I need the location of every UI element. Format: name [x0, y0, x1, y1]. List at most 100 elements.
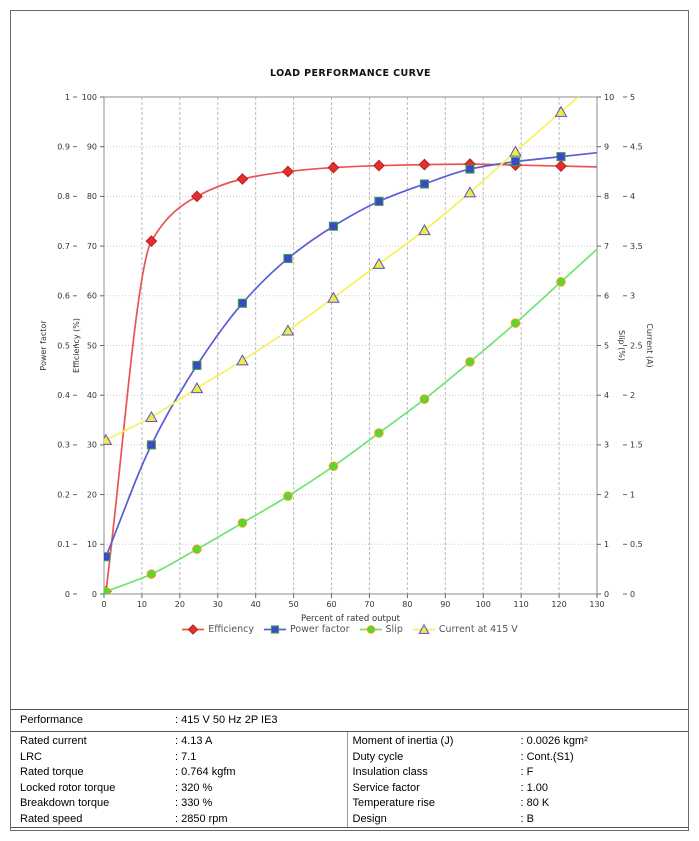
- current-axis: 0 0.5 1 1.5 2 2.5 3 3.5 4 4.5 5 Current (A): [623, 93, 654, 599]
- load-performance-chart: LOAD PERFORMANCE CURVE 0 10 20 30 40 50 60 70 80…: [0, 68, 699, 635]
- spec-label: Temperature rise: [352, 797, 436, 809]
- legend-item-efficiency: Efficiency: [181, 623, 254, 635]
- efficiency-axis-title: Efficiency (%): [72, 318, 81, 373]
- svg-text:80: 80: [87, 192, 97, 201]
- spec-label: Performance: [20, 714, 83, 726]
- spec-value: : F: [520, 766, 534, 778]
- spec-row-temperature-rise: Temperature rise : 80 K: [348, 796, 689, 812]
- spec-value: : 320 %: [175, 781, 213, 794]
- spec-label: Moment of inertia (J): [352, 735, 454, 747]
- slip-axis-title: Slip (%): [617, 330, 626, 361]
- spec-row-rated-speed: Rated speed : 2850 rpm: [11, 812, 347, 828]
- svg-text:0: 0: [101, 600, 106, 609]
- spec-value: : 2850 rpm: [175, 812, 228, 825]
- spec-row-breakdown-torque: Breakdown torque : 330 %: [11, 796, 347, 812]
- svg-text:90: 90: [87, 143, 97, 152]
- spec-row-locked-rotor-torque: Locked rotor torque : 320 %: [11, 781, 347, 797]
- spec-label: Duty cycle: [352, 750, 404, 763]
- spec-value: : 0.764 kgfm: [175, 766, 236, 778]
- svg-text:0.7: 0.7: [57, 242, 70, 251]
- legend-item-slip: Slip: [359, 623, 403, 635]
- series-current-at-415-v: [104, 97, 580, 445]
- svg-text:6: 6: [604, 292, 609, 301]
- chart-legend: Efficiency Power factor Slip Current at …: [0, 623, 699, 635]
- svg-text:30: 30: [213, 600, 223, 609]
- slip-axis: 0 1 2 3 4 5 6 7 8 9 10 Slip (%): [597, 93, 626, 599]
- svg-text:120: 120: [551, 600, 566, 609]
- gridlines: [104, 97, 597, 594]
- svg-text:5: 5: [604, 341, 609, 350]
- svg-text:3: 3: [604, 441, 609, 450]
- svg-text:0: 0: [604, 590, 609, 599]
- svg-text:1: 1: [630, 490, 635, 499]
- spec-value: : 80 K: [520, 797, 550, 809]
- x-axis-title: Percent of rated output: [301, 614, 401, 624]
- spec-label: Breakdown torque: [20, 797, 110, 809]
- chart-title: LOAD PERFORMANCE CURVE: [270, 68, 431, 79]
- efficiency-axis: 0 10 20 30 40 50 60 70 80 90 100 Efficiency (%): [72, 93, 104, 599]
- performance-spec-table: Performance : 415 V 50 Hz 2P IE3 Rated c…: [11, 709, 688, 828]
- svg-text:9: 9: [604, 143, 609, 152]
- spec-label: Rated current: [20, 735, 87, 747]
- spec-value: : 415 V 50 Hz 2P IE3: [175, 714, 278, 726]
- svg-text:80: 80: [402, 600, 412, 609]
- x-axis: 0 10 20 30 40 50 60 70 80 90 100 110 120 130 Percent o…: [101, 594, 605, 624]
- svg-text:2: 2: [604, 490, 609, 499]
- svg-text:0.5: 0.5: [57, 341, 70, 350]
- svg-text:10: 10: [604, 93, 614, 102]
- spec-row-duty-cycle: Duty cycle : Cont.(S1): [348, 750, 689, 766]
- svg-text:2: 2: [630, 391, 635, 400]
- svg-text:130: 130: [589, 600, 604, 609]
- svg-text:70: 70: [87, 242, 97, 251]
- svg-text:90: 90: [440, 600, 450, 609]
- power-factor-axis-title: Power factor: [39, 320, 48, 371]
- svg-text:20: 20: [87, 490, 97, 499]
- current-marker-icon: [412, 623, 435, 634]
- legend-label: Power factor: [289, 623, 350, 635]
- spec-label: Rated torque: [20, 766, 84, 778]
- spec-value: : 4.13 A: [175, 735, 213, 747]
- svg-text:40: 40: [251, 600, 261, 609]
- svg-text:10: 10: [87, 540, 97, 549]
- spec-row-lrc: LRC : 7.1: [11, 750, 347, 766]
- svg-text:3.5: 3.5: [630, 242, 643, 251]
- spec-row-moment-of-inertia: Moment of inertia (J) : 0.0026 kgm²: [348, 734, 689, 750]
- svg-text:4.5: 4.5: [630, 143, 643, 152]
- spec-value: : 330 %: [175, 797, 213, 809]
- svg-text:0: 0: [92, 590, 97, 599]
- series-slip: [104, 248, 597, 594]
- svg-text:4: 4: [630, 192, 635, 201]
- spec-value: : 0.0026 kgm²: [520, 735, 588, 747]
- svg-text:40: 40: [87, 391, 97, 400]
- svg-text:0.3: 0.3: [57, 441, 70, 450]
- series-power-factor: [104, 151, 597, 562]
- svg-text:0.2: 0.2: [57, 490, 70, 499]
- spec-label: Locked rotor torque: [20, 781, 116, 794]
- svg-text:10: 10: [137, 600, 147, 609]
- legend-item-current: Current at 415 V: [412, 623, 518, 635]
- svg-text:5: 5: [630, 93, 635, 102]
- spec-row-design: Design : B: [348, 812, 689, 828]
- legend-label: Slip: [385, 623, 403, 635]
- spec-column-left: Rated current : 4.13 A LRC : 7.1 Rated t…: [11, 732, 347, 827]
- current-axis-title: Current (A): [645, 323, 654, 367]
- spec-value: : Cont.(S1): [520, 750, 574, 763]
- spec-label: LRC: [20, 750, 43, 763]
- svg-text:4: 4: [604, 391, 609, 400]
- spec-label: Insulation class: [352, 766, 428, 778]
- svg-text:100: 100: [476, 600, 491, 609]
- svg-text:50: 50: [87, 341, 97, 350]
- svg-text:7: 7: [604, 242, 609, 251]
- svg-text:0: 0: [65, 590, 70, 599]
- svg-text:60: 60: [87, 292, 97, 301]
- legend-label: Current at 415 V: [438, 623, 518, 635]
- spec-value: : 7.1: [175, 750, 197, 763]
- spec-label: Service factor: [352, 781, 420, 794]
- svg-text:0.6: 0.6: [57, 292, 70, 301]
- svg-text:0.5: 0.5: [630, 540, 643, 549]
- power-factor-axis: 0 0.1 0.2 0.3 0.4 0.5 0.6 0.7 0.8 0.9 1 Power facto…: [39, 93, 77, 599]
- svg-text:60: 60: [326, 600, 336, 609]
- slip-marker-icon: [359, 625, 382, 634]
